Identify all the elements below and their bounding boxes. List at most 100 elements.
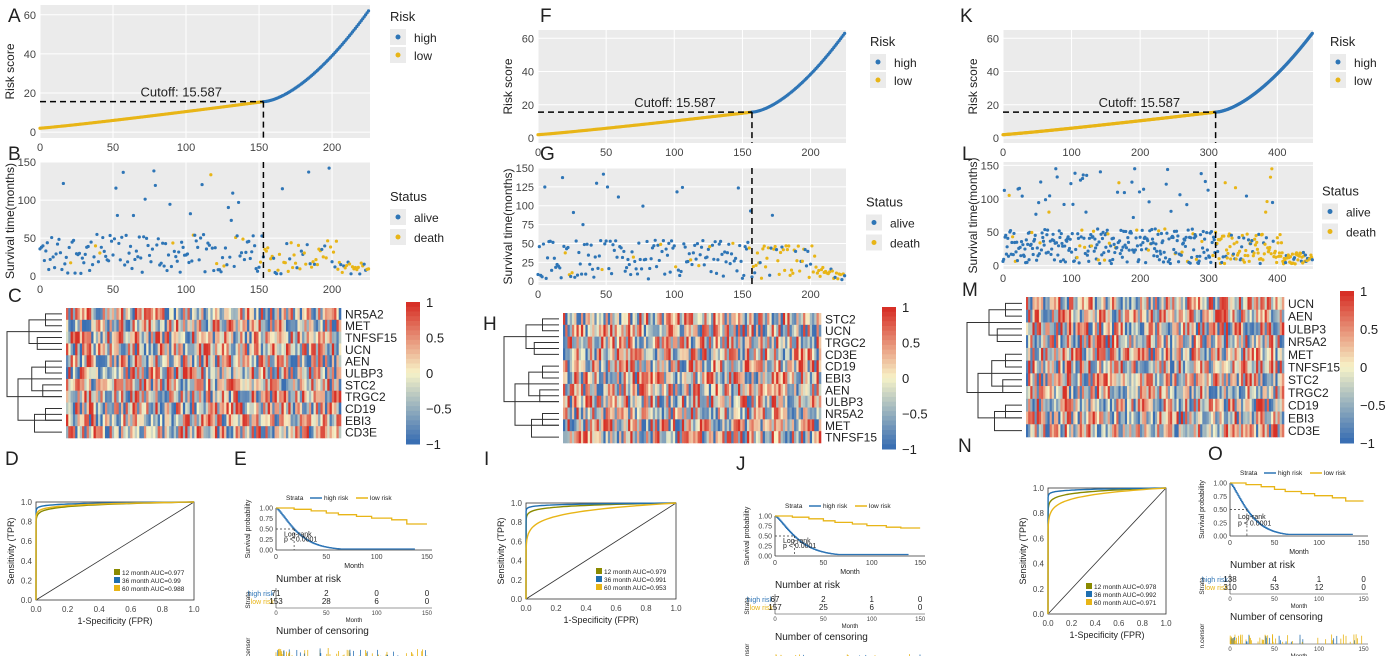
heat-cell	[639, 324, 642, 337]
survival-point	[1062, 202, 1066, 207]
heat-cell	[693, 360, 696, 373]
heat-cell	[91, 414, 94, 427]
heat-cell	[637, 395, 640, 408]
heat-cell	[580, 407, 584, 420]
heat-cell	[686, 360, 689, 373]
heat-cell	[194, 426, 197, 439]
heat-cell	[281, 308, 285, 321]
heat-cell	[771, 383, 775, 397]
survival-point	[1226, 251, 1230, 256]
heat-cell	[637, 313, 640, 326]
heat-cell	[670, 395, 674, 408]
heat-cell	[711, 407, 714, 420]
heat-cell	[607, 324, 611, 337]
survival-point	[1100, 236, 1105, 241]
survival-point	[71, 238, 76, 242]
heat-cell	[767, 348, 770, 361]
survival-point	[302, 251, 306, 255]
heat-cell	[794, 419, 797, 432]
heat-cell	[210, 319, 213, 332]
survival-point	[1268, 175, 1273, 179]
heat-cell	[210, 426, 213, 439]
survival-point	[1168, 261, 1172, 266]
heat-cell	[194, 402, 197, 415]
heat-cell	[116, 343, 120, 356]
survival-point	[274, 272, 279, 276]
dendrogram-branch	[34, 413, 62, 433]
legend-low-dot	[875, 77, 881, 83]
heat-cell	[697, 431, 701, 444]
heat-cell	[731, 419, 734, 432]
heat-cell	[192, 378, 195, 392]
heat-cell	[780, 372, 784, 385]
heat-cell	[758, 324, 761, 337]
heat-cell	[176, 367, 179, 380]
heat-cell	[331, 331, 335, 344]
heat-cell	[189, 402, 193, 415]
survival-point	[124, 233, 128, 237]
survival-point	[714, 271, 719, 275]
heat-cell	[196, 390, 200, 403]
heat-cell	[699, 407, 703, 420]
y-tick-label: 0.6	[21, 537, 33, 546]
heat-cell	[192, 331, 195, 344]
survival-point	[1198, 233, 1203, 237]
heat-cell	[776, 372, 779, 385]
heat-cell	[574, 313, 577, 326]
heat-cell	[253, 426, 257, 439]
heat-cell	[171, 414, 175, 427]
heat-cell	[86, 390, 90, 403]
heat-cell	[576, 324, 580, 337]
heat-cell	[311, 331, 314, 344]
survival-point	[239, 251, 244, 255]
risk-low-count: 6	[870, 603, 875, 612]
gene-label: TNFSF15	[345, 331, 397, 345]
heat-cell	[607, 348, 611, 361]
heat-cell	[265, 319, 268, 332]
heat-cell	[614, 348, 618, 361]
heat-cell	[198, 367, 202, 380]
heat-cell	[267, 426, 271, 439]
survival-point	[1237, 235, 1241, 240]
survival-point	[1224, 248, 1229, 252]
survival-point	[1107, 241, 1111, 245]
risk-x-tick: 0	[274, 611, 278, 617]
heat-cell	[263, 402, 266, 415]
heat-cell	[180, 390, 184, 403]
heat-cell	[231, 367, 234, 380]
heat-cell	[256, 378, 259, 392]
survival-point	[305, 243, 309, 247]
heat-cell	[614, 324, 618, 337]
heat-cell	[778, 313, 781, 326]
heat-cell	[242, 308, 246, 321]
heat-cell	[785, 336, 788, 349]
heat-cell	[789, 348, 793, 361]
heat-cell	[706, 419, 710, 432]
legend-title: Risk	[1330, 34, 1356, 49]
heat-cell	[313, 402, 317, 415]
heat-cell	[753, 395, 757, 408]
heat-cell	[217, 331, 220, 344]
heat-cell	[814, 407, 817, 420]
heat-cell	[324, 355, 328, 368]
scale-swatch	[406, 373, 420, 379]
heat-cell	[726, 395, 730, 408]
survival-point	[67, 245, 71, 250]
survival-point	[1015, 240, 1019, 244]
heat-cell	[668, 336, 671, 349]
heat-cell	[299, 414, 303, 427]
survival-point	[807, 275, 811, 279]
heat-cell	[180, 426, 184, 439]
heat-cell	[778, 383, 781, 397]
heat-cell	[780, 313, 784, 326]
heat-cell	[269, 426, 273, 439]
x-tick-label: 0.2	[550, 604, 562, 613]
heat-cell	[780, 395, 784, 408]
heat-cell	[189, 355, 193, 368]
survival-point	[712, 257, 716, 261]
heat-cell	[146, 331, 149, 344]
heat-cell	[601, 431, 604, 444]
heat-cell	[150, 355, 154, 368]
heat-cell	[247, 378, 250, 392]
